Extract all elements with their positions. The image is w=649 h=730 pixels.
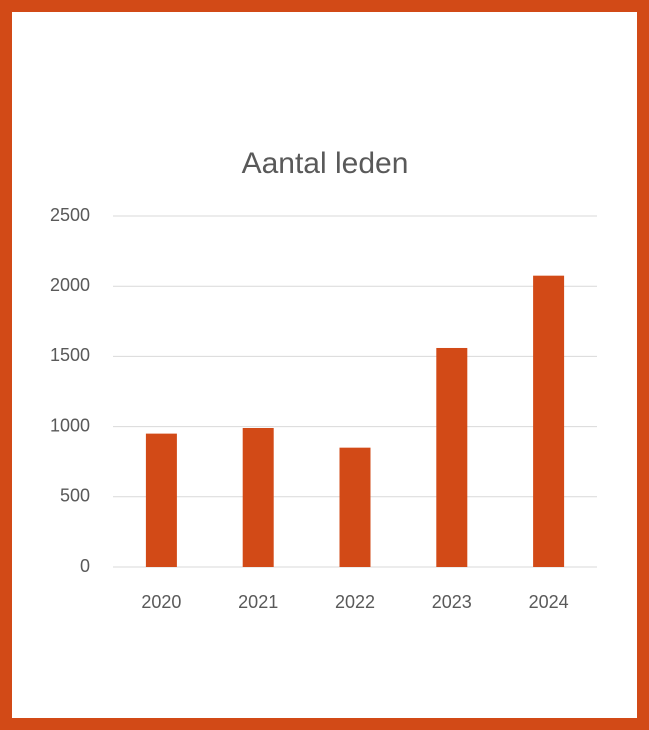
x-tick-label: 2024 [529, 592, 569, 612]
bar [436, 347, 468, 567]
chart-title: Aantal leden [242, 147, 409, 180]
y-tick-label: 500 [60, 486, 90, 506]
bar [145, 433, 177, 567]
y-tick-label: 2000 [50, 275, 90, 295]
bar [242, 428, 274, 567]
x-tick-label: 2023 [432, 592, 472, 612]
chart: Aantal leden 0 500 1000 1500 2000 2500 2020 202… [50, 147, 597, 612]
y-tick-label: 0 [80, 556, 90, 576]
x-tick-label: 2022 [335, 592, 375, 612]
bar [339, 447, 371, 567]
y-tick-label: 2500 [50, 205, 90, 225]
x-tick-label: 2020 [141, 592, 181, 612]
y-tick-label: 1500 [50, 345, 90, 365]
bar [533, 275, 565, 567]
x-tick-label: 2021 [238, 592, 278, 612]
y-tick-label: 1000 [50, 415, 90, 435]
